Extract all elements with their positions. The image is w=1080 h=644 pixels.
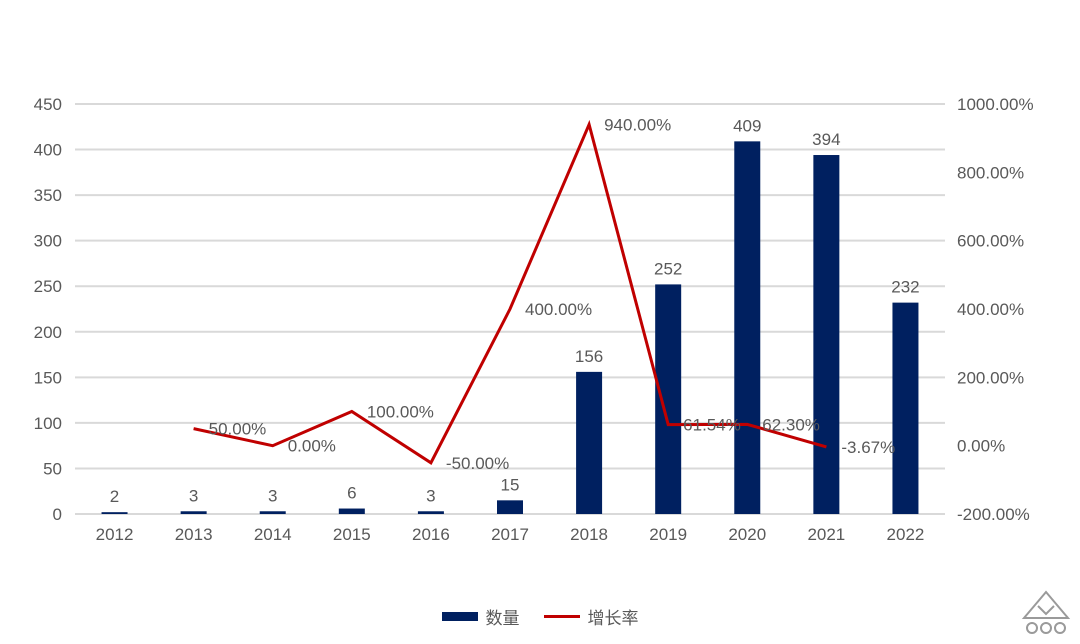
right-axis-tick-label: -200.00%	[957, 505, 1030, 524]
line-data-labels: 50.00% 0.00% 100.00% -50.00% 400.00% 940.00% 6…	[209, 116, 896, 473]
x-axis-tick-label: 2020	[728, 525, 766, 544]
left-axis-tick-label: 100	[34, 414, 62, 433]
bar	[576, 371, 603, 514]
bar-data-label: 15	[501, 475, 520, 494]
x-axis-tick-label: 2012	[96, 525, 134, 544]
legend-item-bar[interactable]: 数量	[441, 604, 520, 629]
right-axis-tick-label: 200.00%	[957, 368, 1024, 387]
x-axis-tick-label: 2017	[491, 525, 529, 544]
line-data-label: 50.00%	[209, 420, 267, 439]
bar-data-label: 6	[347, 484, 356, 503]
x-axis-tick-label: 2013	[175, 525, 213, 544]
line-data-label: 0.00%	[288, 437, 336, 456]
line-data-label: 62.30%	[762, 415, 820, 434]
bar	[813, 155, 840, 514]
right-axis-tick-label: 1000.00%	[957, 95, 1034, 114]
legend-item-line[interactable]: 增长率	[543, 604, 639, 629]
left-y-axis: 0 50 100 150 200 250 300 350 400 450	[34, 95, 62, 524]
line-data-label: 940.00%	[604, 116, 671, 135]
bar-data-label: 156	[575, 347, 603, 366]
legend-line-label: 增长率	[587, 609, 639, 628]
legend: 数量 增长率	[0, 604, 1080, 629]
bar	[892, 302, 919, 514]
bar-data-label: 3	[189, 486, 198, 505]
line-data-label: 400.00%	[525, 300, 592, 319]
left-axis-tick-label: 0	[53, 505, 62, 524]
legend-bar-swatch	[441, 612, 478, 621]
bar	[259, 511, 286, 514]
combo-chart: 0 50 100 150 200 250 300 350 400 450 -200.00% 0.00…	[34, 95, 1034, 544]
right-axis-tick-label: 0.00%	[957, 437, 1005, 456]
legend-bar-label: 数量	[485, 609, 520, 628]
bar	[497, 500, 523, 514]
line-data-label: 61.54%	[683, 416, 741, 435]
line-series	[193, 119, 827, 465]
bar-data-label: 3	[426, 486, 435, 505]
x-axis-tick-label: 2014	[254, 525, 292, 544]
bar	[417, 511, 444, 514]
bar	[180, 511, 207, 514]
left-axis-tick-label: 250	[34, 277, 62, 296]
x-axis-tick-label: 2015	[333, 525, 371, 544]
growth-rate-line	[193, 119, 827, 465]
bar	[655, 284, 682, 514]
bar-data-label: 2	[110, 487, 119, 506]
bar	[101, 512, 128, 514]
line-data-label: -3.67%	[841, 438, 895, 457]
x-axis-tick-label: 2019	[649, 525, 687, 544]
left-axis-tick-label: 450	[34, 95, 62, 114]
x-axis: 2012 2013 2014 2015 2016 2017 2018 2019 2020 2021…	[96, 525, 925, 544]
x-axis-tick-label: 2016	[412, 525, 450, 544]
bar	[338, 508, 365, 514]
right-axis-tick-label: 400.00%	[957, 300, 1024, 319]
bar-data-label: 3	[268, 486, 277, 505]
line-data-label: -50.00%	[446, 454, 509, 473]
bar-data-label: 394	[812, 130, 840, 149]
bar-data-label: 409	[733, 116, 761, 135]
legend-line-swatch	[543, 615, 580, 618]
bar-data-label: 252	[654, 259, 682, 278]
x-axis-tick-label: 2022	[887, 525, 925, 544]
x-axis-tick-label: 2018	[570, 525, 608, 544]
watermark-logo-icon	[1021, 590, 1071, 634]
bar-data-labels: 2 3 3 6 3 15 156 252 409 394 232	[110, 116, 920, 506]
bar	[734, 141, 761, 514]
right-axis-tick-label: 600.00%	[957, 232, 1024, 251]
line-data-label: 100.00%	[367, 403, 434, 422]
gridlines	[75, 103, 945, 515]
bar-series	[101, 141, 919, 514]
right-y-axis: -200.00% 0.00% 200.00% 400.00% 600.00% 800.00…	[957, 95, 1034, 524]
bar-data-label: 232	[891, 278, 919, 297]
x-axis-tick-label: 2021	[807, 525, 845, 544]
left-axis-tick-label: 150	[34, 368, 62, 387]
right-axis-tick-label: 800.00%	[957, 163, 1024, 182]
left-axis-tick-label: 200	[34, 323, 62, 342]
left-axis-tick-label: 50	[43, 459, 62, 478]
left-axis-tick-label: 400	[34, 141, 62, 160]
left-axis-tick-label: 300	[34, 232, 62, 251]
left-axis-tick-label: 350	[34, 186, 62, 205]
